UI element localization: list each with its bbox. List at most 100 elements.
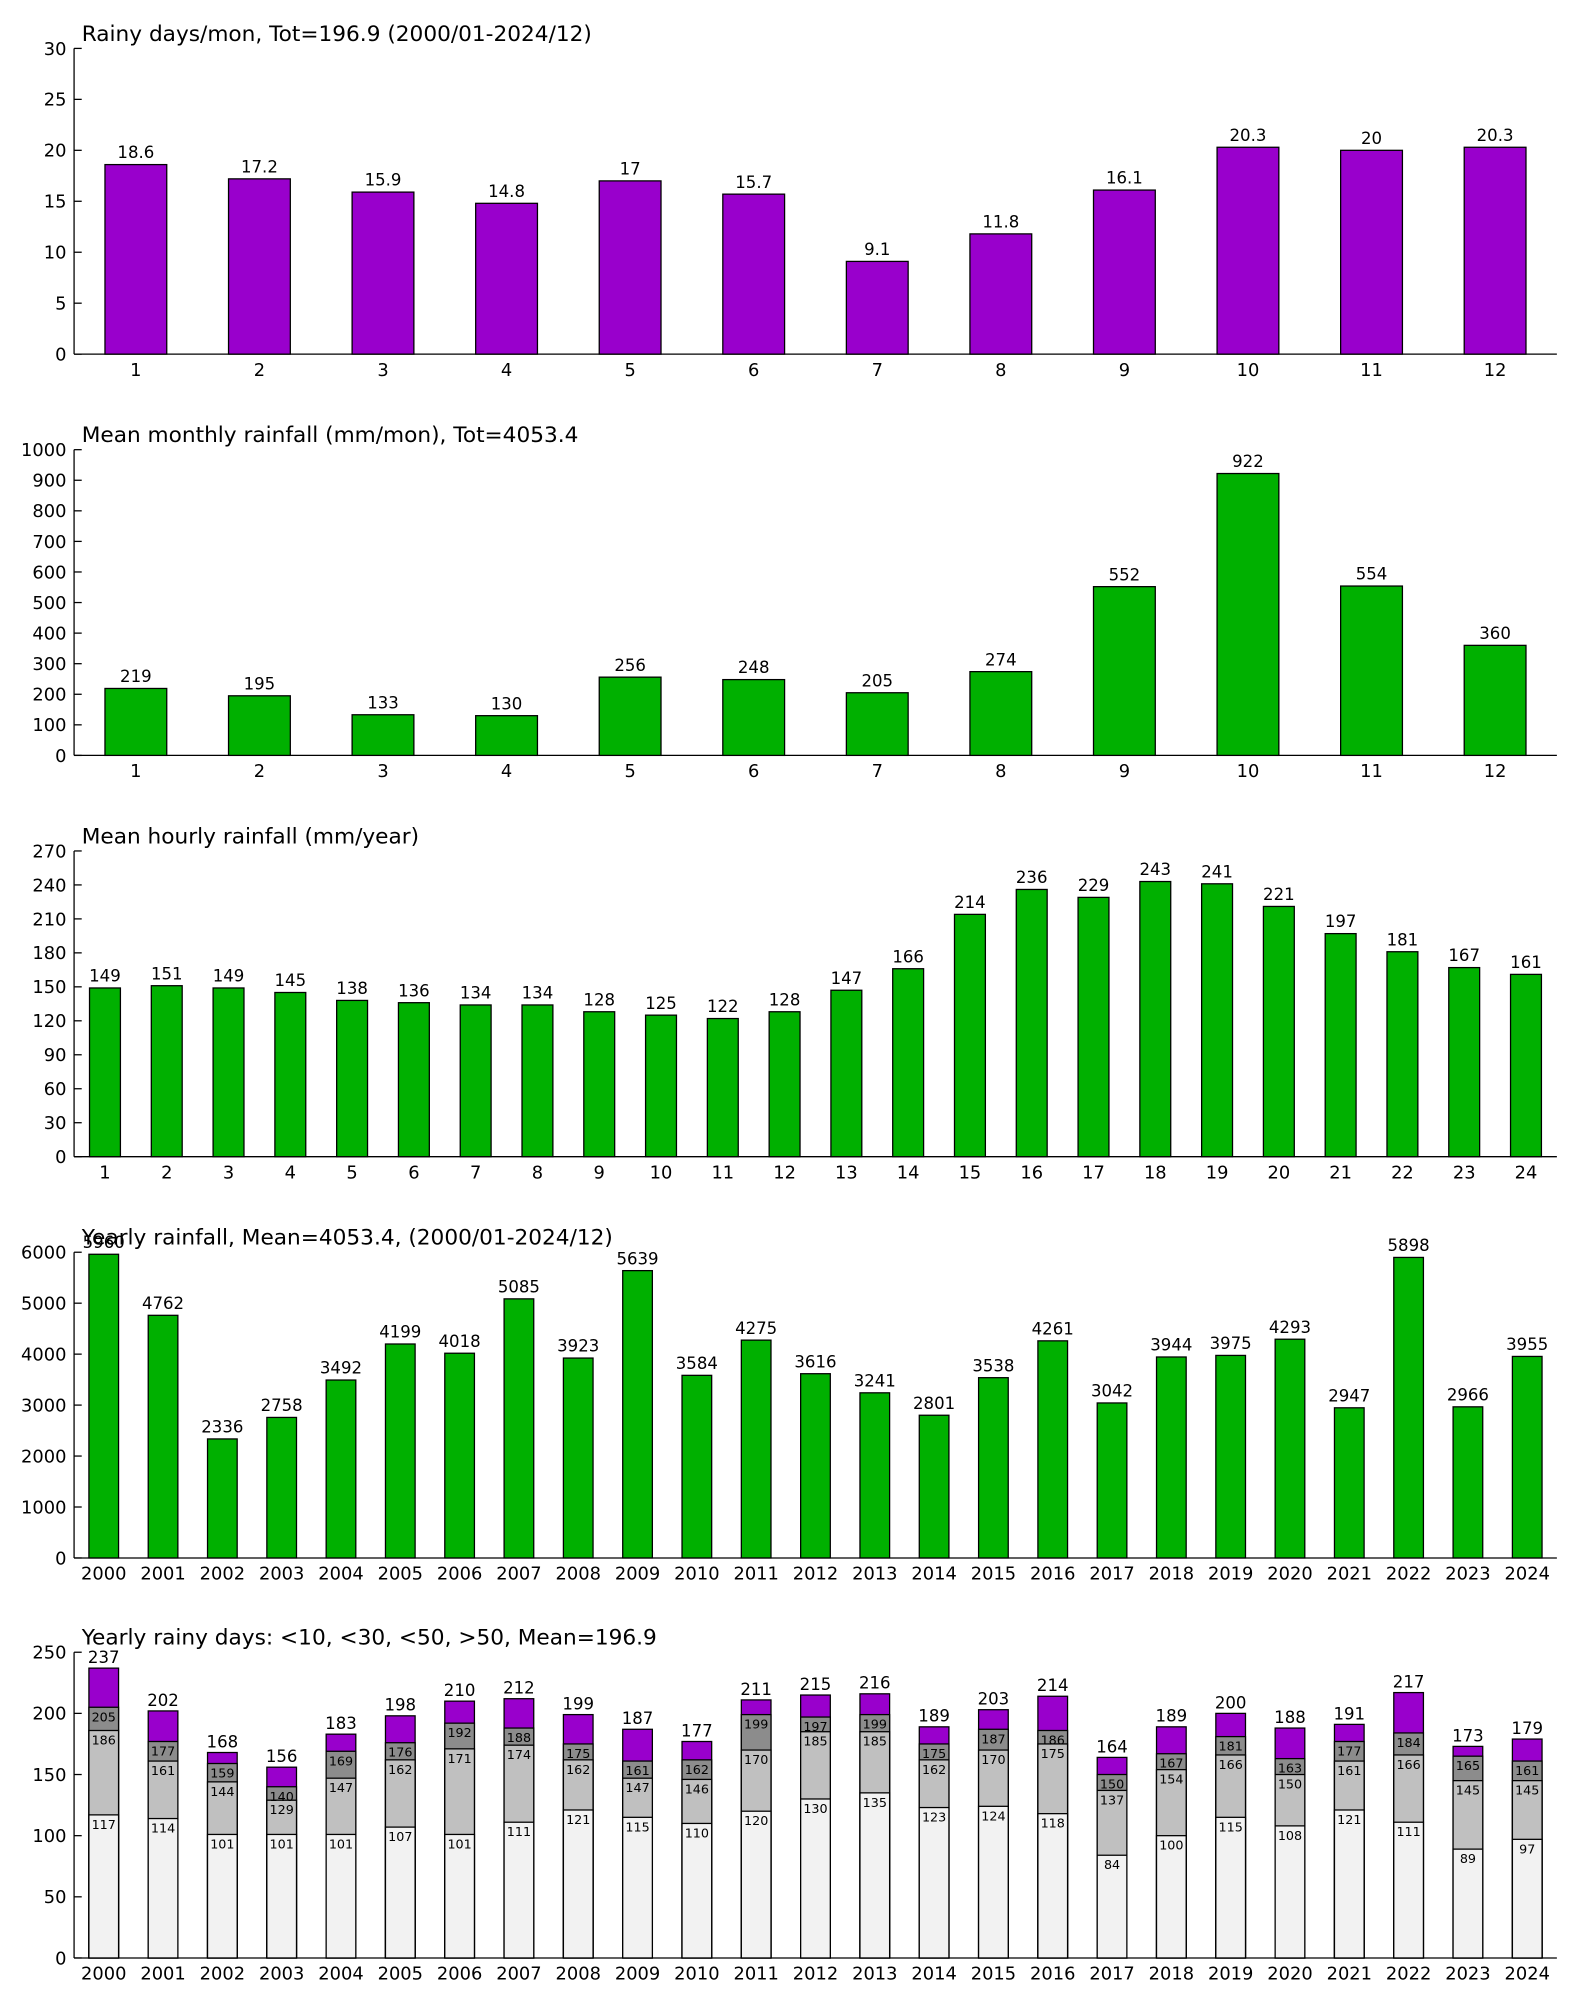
value-label: 202	[147, 1691, 179, 1710]
value-label: 184	[1396, 1736, 1420, 1751]
value-label: 121	[566, 1813, 590, 1828]
x-tick-label: 11	[1360, 360, 1383, 381]
x-tick-label: 2024	[1505, 1564, 1550, 1585]
x-tick-label: 2017	[1089, 1564, 1134, 1585]
value-label: 161	[625, 1764, 649, 1779]
value-label: 5960	[83, 1233, 125, 1252]
x-tick-label: 20	[1268, 1162, 1291, 1183]
x-tick-label: 2011	[733, 1964, 778, 1985]
value-label: 175	[566, 1747, 590, 1762]
value-label: 181	[1219, 1740, 1243, 1755]
value-label: 15.7	[735, 173, 772, 192]
bar-segment	[1037, 1813, 1069, 1959]
bar-segment	[977, 1805, 1009, 1959]
x-tick-label: 2003	[259, 1964, 304, 1985]
x-tick-label: 7	[872, 761, 883, 782]
value-label: 107	[388, 1830, 412, 1845]
y-tick-label: 150	[32, 1765, 66, 1786]
value-label: 124	[981, 1809, 1005, 1824]
bar	[977, 1377, 1009, 1559]
value-label: 147	[831, 969, 863, 988]
x-tick-label: 8	[995, 360, 1006, 381]
y-tick-label: 4000	[21, 1345, 66, 1366]
bar	[1096, 1402, 1128, 1559]
value-label: 2336	[201, 1418, 243, 1437]
value-label: 205	[92, 1710, 116, 1725]
value-label: 9.1	[864, 240, 890, 259]
x-tick-label: 6	[748, 761, 759, 782]
y-tick-label: 250	[32, 1643, 66, 1664]
x-tick-label: 7	[470, 1162, 481, 1183]
value-label: 197	[803, 1720, 827, 1735]
bar	[325, 1379, 357, 1559]
bar	[1200, 883, 1234, 1158]
value-label: 198	[384, 1696, 416, 1715]
x-tick-label: 1	[130, 761, 141, 782]
x-tick-label: 2004	[318, 1564, 363, 1585]
value-label: 214	[954, 893, 986, 912]
value-label: 123	[922, 1811, 946, 1826]
bar-segment	[1215, 1816, 1247, 1959]
y-tick-label: 5000	[21, 1294, 66, 1315]
value-label: 3955	[1506, 1335, 1548, 1354]
bar	[1463, 644, 1527, 757]
value-label: 128	[583, 990, 615, 1009]
y-tick-label: 300	[32, 654, 66, 675]
value-label: 162	[566, 1763, 590, 1778]
value-label: 115	[1219, 1820, 1243, 1835]
value-label: 171	[447, 1752, 471, 1767]
bar	[1509, 973, 1543, 1158]
x-tick-label: 2015	[971, 1564, 1016, 1585]
bar-segment	[206, 1833, 238, 1959]
bar	[1339, 585, 1404, 757]
bar	[104, 687, 168, 757]
x-tick-label: 12	[1484, 360, 1507, 381]
value-label: 159	[210, 1767, 234, 1782]
x-tick-label: 17	[1082, 1162, 1105, 1183]
x-tick-label: 23	[1453, 1162, 1476, 1183]
x-tick-label: 5	[624, 360, 635, 381]
bar	[104, 163, 168, 355]
value-label: 101	[210, 1837, 234, 1852]
y-tick-label: 120	[32, 1011, 66, 1032]
value-label: 215	[800, 1675, 832, 1694]
value-label: 205	[861, 671, 893, 690]
value-label: 214	[1037, 1676, 1069, 1695]
value-label: 3492	[320, 1359, 362, 1378]
x-tick-label: 2	[254, 360, 265, 381]
value-label: 149	[89, 967, 121, 986]
value-label: 117	[92, 1818, 116, 1833]
bar	[562, 1357, 594, 1559]
x-tick-label: 2010	[674, 1964, 719, 1985]
value-label: 150	[1100, 1778, 1124, 1793]
y-tick-label: 0	[55, 1147, 66, 1168]
y-tick-label: 15	[44, 192, 67, 213]
value-label: 108	[1278, 1829, 1302, 1844]
value-label: 166	[1219, 1758, 1243, 1773]
bar	[266, 1416, 298, 1559]
value-label: 111	[507, 1825, 531, 1840]
bar	[722, 193, 786, 355]
chart-title: Yearly rainfall, Mean=4053.4, (2000/01-2…	[81, 1226, 613, 1251]
bar	[475, 715, 539, 757]
value-label: 552	[1109, 565, 1141, 584]
bar	[503, 1298, 535, 1559]
x-tick-label: 3	[377, 761, 388, 782]
value-label: 175	[1041, 1747, 1065, 1762]
x-tick-label: 2015	[971, 1964, 1016, 1985]
value-label: 4199	[379, 1323, 421, 1342]
value-label: 4261	[1032, 1319, 1074, 1338]
value-label: 145	[1515, 1784, 1539, 1799]
bar-segment	[444, 1833, 476, 1959]
value-label: 210	[444, 1681, 476, 1700]
value-label: 360	[1479, 624, 1511, 643]
value-label: 186	[92, 1734, 116, 1749]
value-label: 167	[1448, 946, 1480, 965]
value-label: 163	[1278, 1762, 1302, 1777]
value-label: 192	[447, 1726, 471, 1741]
bar	[1215, 1354, 1247, 1559]
value-label: 101	[447, 1837, 471, 1852]
bar	[147, 1314, 179, 1559]
value-label: 3538	[972, 1356, 1014, 1375]
bar	[740, 1339, 772, 1559]
